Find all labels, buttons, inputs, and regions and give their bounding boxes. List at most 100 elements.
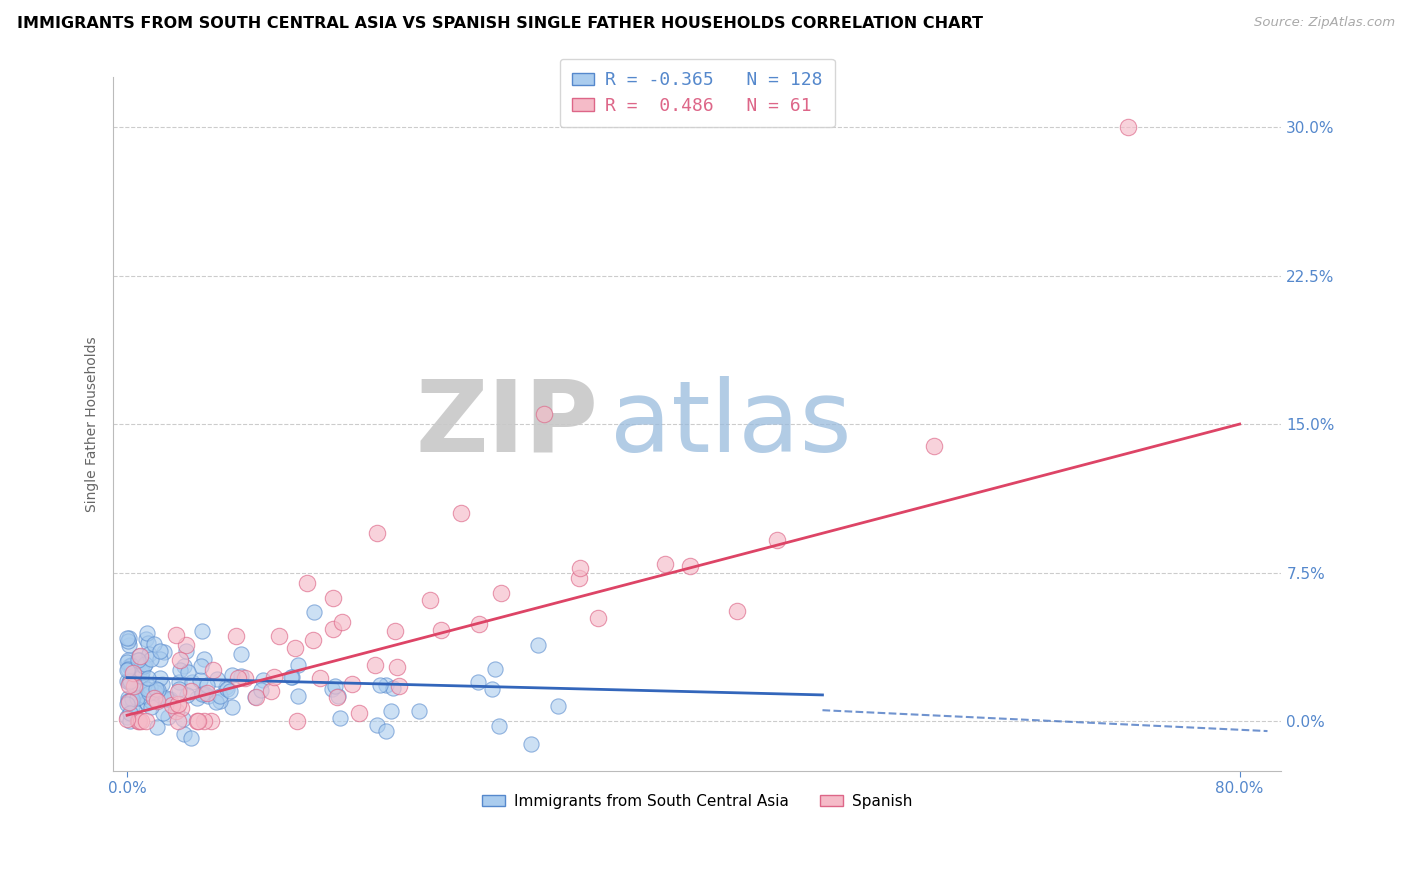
Point [153,692,176,706]
Text: atlas: atlas [610,376,851,473]
Point [120,658,142,673]
Point [193,686,215,700]
Point [225,629,247,643]
Point [125,657,148,672]
Point [329,711,352,725]
Point [145,720,167,734]
Point [419,593,441,607]
Text: ZIP: ZIP [415,376,598,473]
Point [121,690,143,704]
Point [139,700,162,714]
Point [135,714,157,728]
Point [117,691,139,706]
Point [131,714,153,728]
Point [322,623,344,637]
Point [208,690,231,704]
Point [136,681,159,696]
Point [180,684,202,698]
Point [131,669,153,683]
Point [180,675,202,690]
Point [430,624,453,638]
Point [191,624,214,638]
Point [177,665,200,679]
Point [330,615,353,629]
Point [269,629,291,643]
Point [468,617,491,632]
Point [233,672,256,686]
Point [176,688,198,702]
Point [725,604,748,618]
Point [922,439,945,453]
Point [156,710,179,724]
Point [484,662,506,676]
Point [124,704,146,718]
Point [128,666,150,681]
Point [117,662,139,676]
Point [217,681,239,696]
Point [491,586,513,600]
Point [149,652,172,666]
Point [547,698,569,713]
Point [121,699,143,714]
Point [174,644,197,658]
Point [169,663,191,677]
Point [118,706,141,720]
Point [135,625,157,640]
Point [285,714,308,728]
Point [467,675,489,690]
Point [375,678,398,692]
Point [169,701,191,715]
Point [138,648,160,662]
Point [568,571,591,585]
Point [115,710,138,724]
Point [142,637,165,651]
Point [188,673,211,688]
Point [281,670,304,684]
Point [384,624,406,638]
Point [122,665,145,680]
Point [200,714,222,728]
Point [122,679,145,693]
Point [118,675,141,690]
Point [366,526,388,541]
Point [134,690,156,704]
Point [450,506,472,520]
Point [190,687,212,701]
Point [138,686,160,700]
Point [586,611,609,625]
Point [1118,120,1140,134]
Point [141,694,163,708]
Point [374,723,396,738]
Point [231,669,253,683]
Point [533,407,555,421]
Point [364,658,387,673]
Point [167,685,190,699]
Point [135,695,157,709]
Point [368,678,391,692]
Point [323,679,346,693]
Point [125,684,148,698]
Y-axis label: Single Father Households: Single Father Households [86,336,100,512]
Point [190,659,212,673]
Point [118,631,141,645]
Point [195,686,218,700]
Point [131,658,153,673]
Point [134,658,156,673]
Point [250,683,273,698]
Point [117,634,139,648]
Point [166,714,188,728]
Point [679,558,702,573]
Point [321,681,343,696]
Legend: Immigrants from South Central Asia, Spanish: Immigrants from South Central Asia, Span… [477,788,918,815]
Point [322,591,344,605]
Point [118,678,141,692]
Point [347,706,370,720]
Point [143,685,166,699]
Point [193,652,215,666]
Point [766,533,789,547]
Point [138,681,160,695]
Point [252,673,274,687]
Point [118,674,141,689]
Point [145,681,167,696]
Point [159,691,181,706]
